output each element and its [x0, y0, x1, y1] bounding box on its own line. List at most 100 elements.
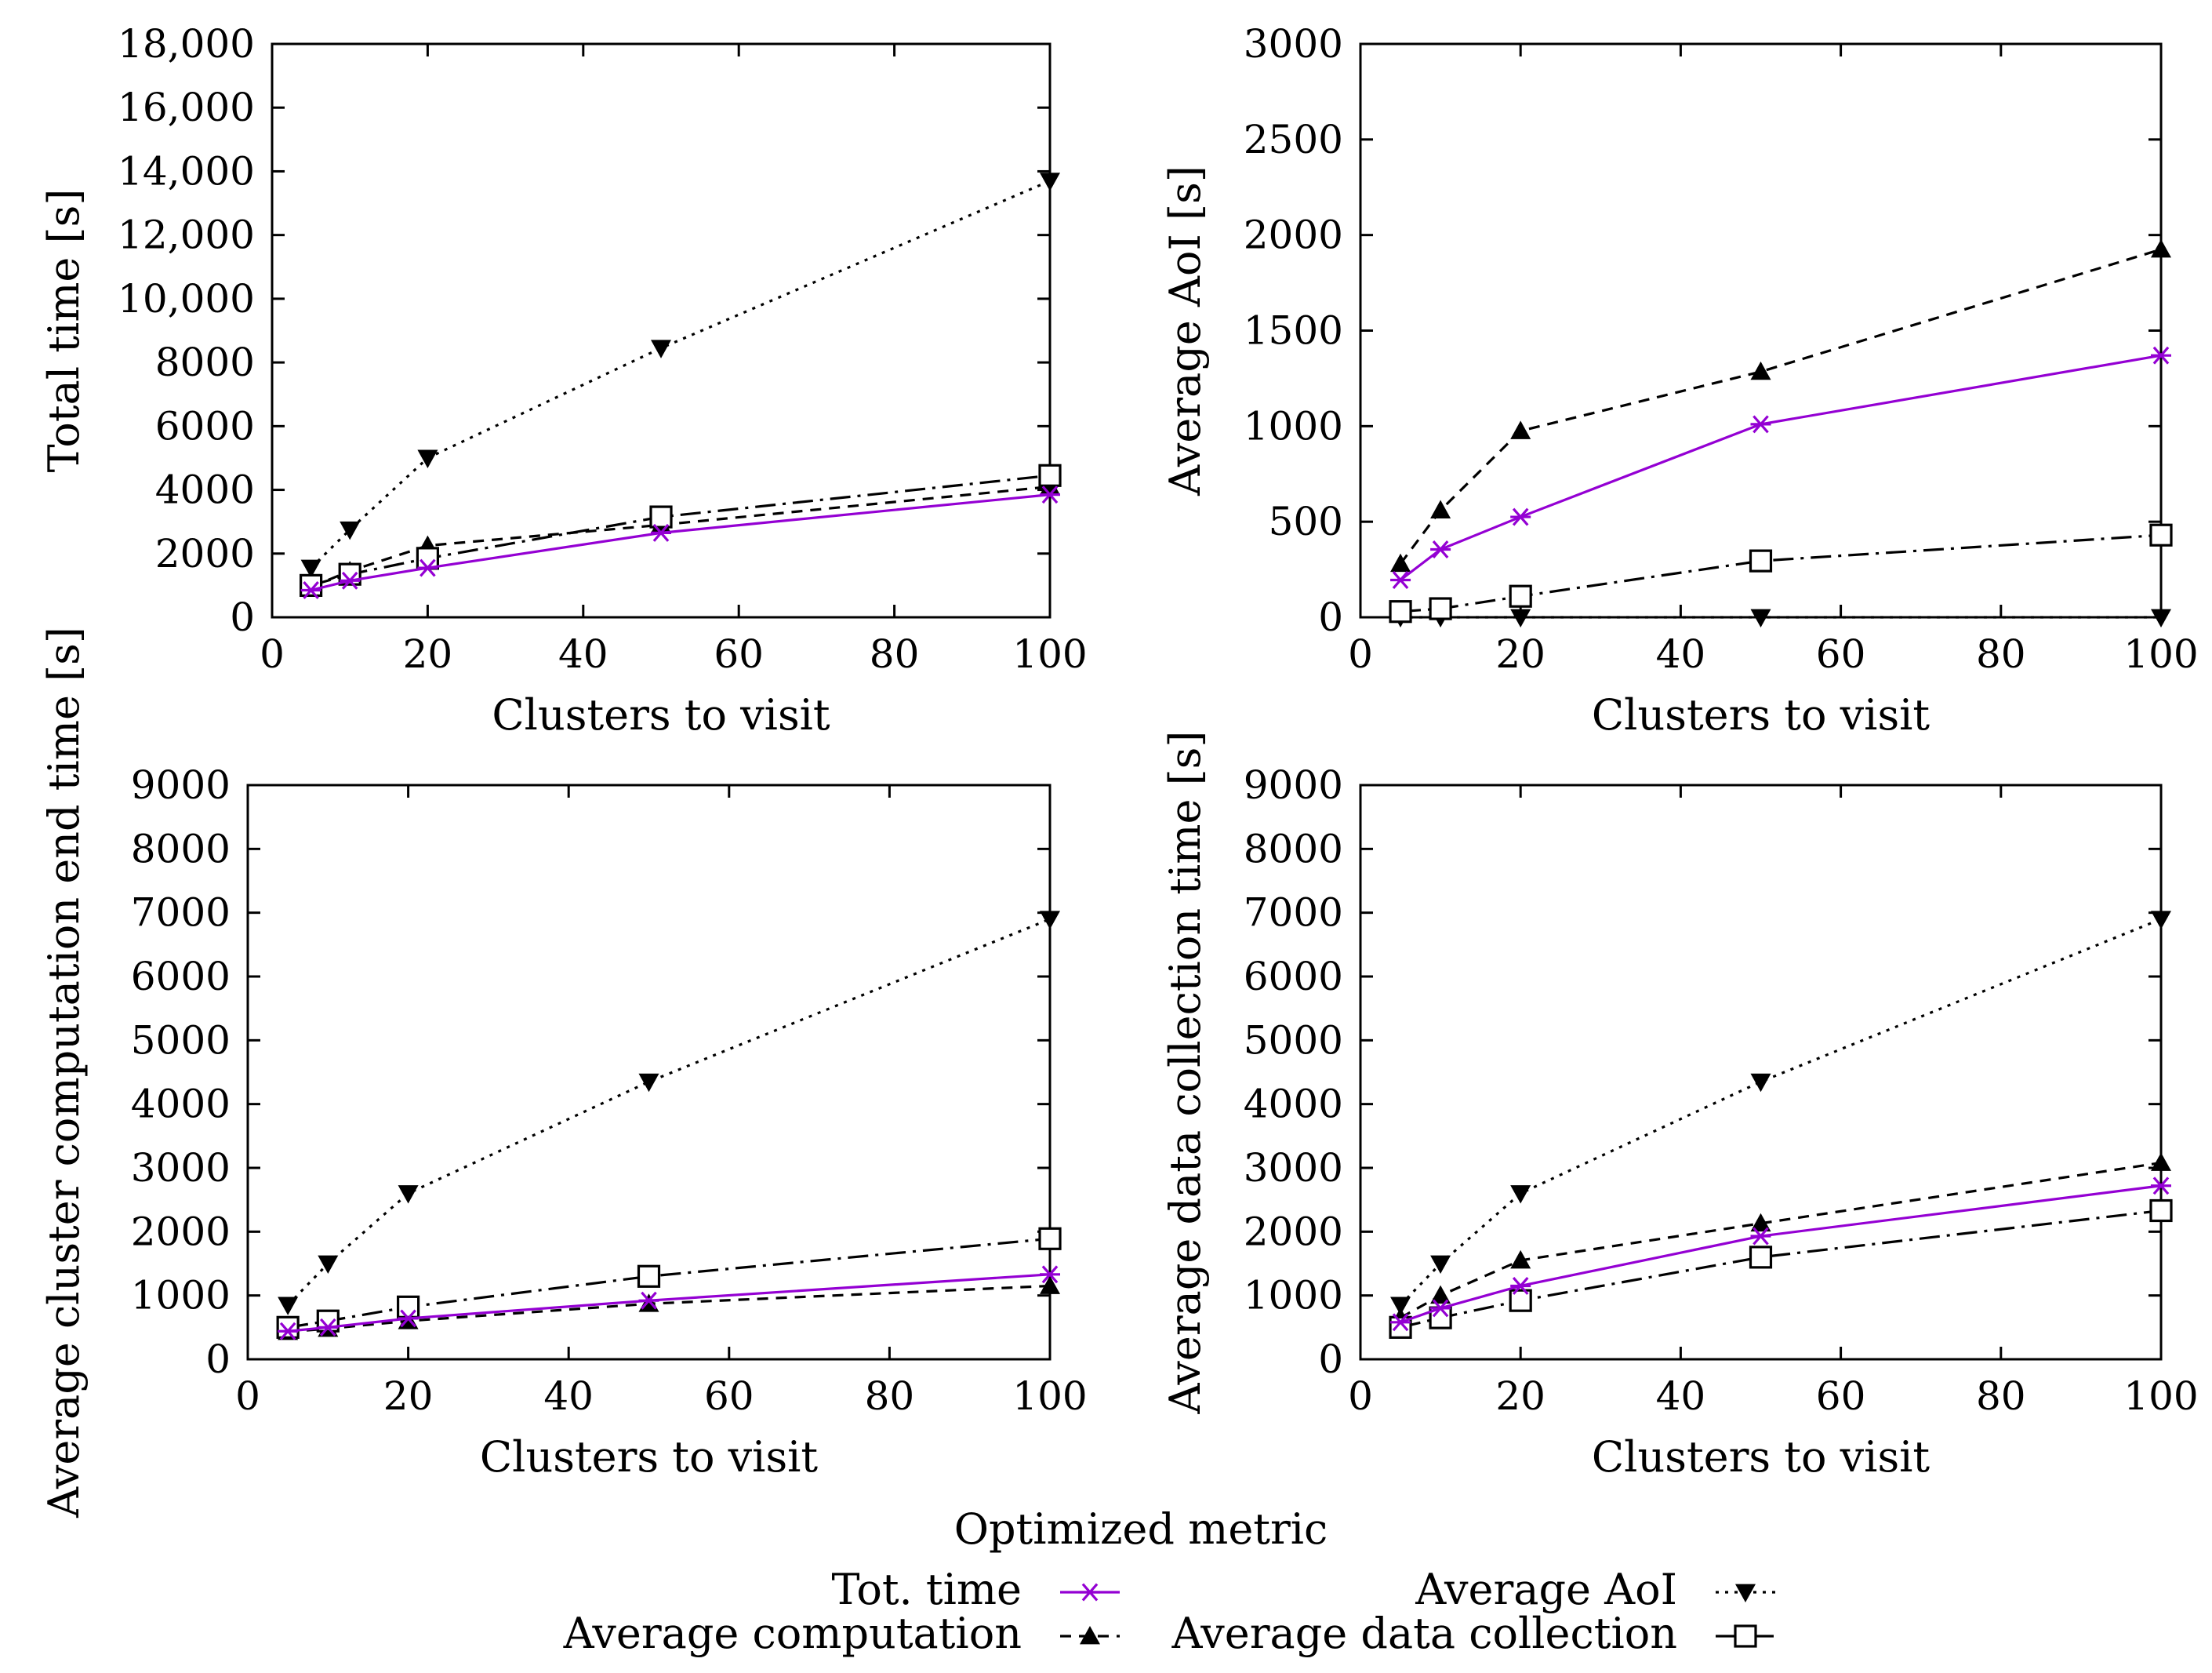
data-point-tot: [1750, 1227, 1771, 1246]
data-point-tot: [1430, 1299, 1451, 1318]
data-point-comp: [1430, 1285, 1451, 1304]
data-point-comp: [1390, 553, 1411, 573]
y-tick-label: 6000: [131, 954, 231, 999]
data-point-tot: [1390, 1313, 1411, 1332]
data-point-comp: [638, 1293, 659, 1312]
legend-marker: [1080, 1626, 1100, 1645]
data-point-tot: [1510, 507, 1531, 526]
data-point-tot: [1430, 540, 1451, 558]
x-tick-label: 80: [1976, 631, 2026, 677]
data-point-comp: [1510, 1249, 1531, 1269]
x-tick-label: 0: [235, 1373, 260, 1419]
data-point-comp: [1430, 500, 1451, 518]
data-point-dc: [1038, 464, 1062, 487]
data-point-tot: [2151, 346, 2171, 365]
x-tick-label: 20: [403, 631, 453, 677]
y-tick-label: 10,000: [118, 276, 255, 322]
series-line-tot: [1400, 354, 2162, 581]
x-tick-label: 60: [1816, 631, 1866, 677]
y-tick-label: 0: [1318, 595, 1343, 640]
y-tick-label: 2000: [155, 531, 255, 576]
y-axis-label: Average cluster computation end time [s]: [39, 627, 89, 1518]
y-tick-label: 8000: [131, 826, 231, 871]
data-point-dc: [300, 573, 323, 597]
x-tick-label: 100: [1012, 1373, 1087, 1419]
data-point-aoi: [1040, 911, 1060, 929]
data-point-aoi: [2151, 911, 2171, 929]
legend-entry-comp: Average computation: [563, 1609, 1120, 1658]
y-tick-label: 2000: [1244, 213, 1343, 258]
legend-marker: [1080, 1583, 1100, 1602]
data-point-tot: [1750, 415, 1771, 434]
data-point-aoi: [318, 1255, 339, 1274]
y-tick-label: 5000: [1244, 1017, 1343, 1063]
series-comp: [278, 1275, 1060, 1340]
y-tick-label: 3000: [131, 1145, 231, 1191]
data-point-tot: [318, 1318, 339, 1337]
chart-panel-2: 0 20 40 60 80 100050010001500200025003000Clus…: [1160, 21, 2199, 740]
series-comp: [1390, 1152, 2171, 1326]
legend-entry-tot: Tot. time: [832, 1565, 1120, 1614]
x-tick-label: 0: [1348, 631, 1373, 677]
x-tick-label: 0: [1348, 1373, 1373, 1419]
data-point-dc: [1749, 549, 1773, 573]
data-point-comp: [1510, 420, 1531, 439]
y-tick-label: 1000: [131, 1273, 231, 1318]
y-tick-label: 0: [1318, 1337, 1343, 1382]
x-axis-label: Clusters to visit: [1592, 690, 1931, 740]
y-tick-label: 18,000: [118, 21, 255, 67]
data-point-tot: [651, 523, 671, 542]
data-point-tot: [340, 571, 361, 590]
x-tick-label: 0: [260, 631, 285, 677]
data-point-aoi: [1510, 1185, 1531, 1204]
data-point-comp: [1750, 361, 1771, 380]
series-line-aoi: [310, 180, 1051, 569]
x-tick-label: 40: [1656, 631, 1706, 677]
series-line-aoi: [287, 918, 1051, 1306]
data-point-aoi: [1750, 1073, 1771, 1093]
series-comp: [1390, 238, 2171, 573]
data-point-dc: [1389, 600, 1412, 624]
series-aoi: [1390, 911, 2171, 1315]
y-tick-label: 4000: [155, 467, 255, 513]
data-point-dc: [649, 505, 673, 529]
data-point-aoi: [638, 1073, 659, 1093]
data-point-dc: [2149, 1198, 2173, 1223]
chart-panel-4: 0 20 40 60 80 1000100020003000400050006000700…: [1160, 731, 2199, 1482]
series-dc: [1389, 523, 2173, 624]
legend-label: Average computation: [563, 1609, 1022, 1658]
y-tick-label: 6000: [1244, 954, 1343, 999]
data-point-aoi: [1750, 609, 1771, 627]
y-tick-label: 7000: [1244, 890, 1343, 936]
y-tick-label: 8000: [1244, 826, 1343, 871]
x-tick-label: 20: [1495, 1373, 1545, 1419]
x-tick-label: 40: [1656, 1373, 1706, 1419]
x-tick-label: 100: [2123, 1373, 2198, 1419]
data-point-dc: [2149, 523, 2173, 547]
x-tick-label: 20: [383, 1373, 434, 1419]
x-tick-label: 40: [558, 631, 608, 677]
y-tick-label: 9000: [1244, 762, 1343, 808]
x-tick-label: 40: [543, 1373, 594, 1419]
data-point-dc: [1038, 1227, 1062, 1250]
y-tick-label: 1000: [1244, 1273, 1343, 1318]
x-tick-label: 80: [1976, 1373, 2026, 1419]
chart-panel-3: 0 20 40 60 80 1000100020003000400050006000700…: [39, 627, 1088, 1518]
x-tick-label: 60: [714, 631, 764, 677]
y-tick-label: 8000: [155, 340, 255, 385]
series-comp: [300, 476, 1060, 595]
data-point-tot: [638, 1291, 659, 1310]
x-axis-label: Clusters to visit: [492, 690, 830, 740]
data-point-comp: [2151, 1152, 2171, 1171]
data-point-aoi: [1510, 609, 1531, 627]
data-point-comp: [2151, 238, 2171, 258]
data-point-tot: [1390, 571, 1411, 589]
legend-entry-aoi: Average AoI: [1415, 1565, 1775, 1614]
x-tick-label: 80: [865, 1373, 915, 1419]
data-point-aoi: [1390, 1297, 1411, 1315]
x-tick-label: 20: [1495, 631, 1545, 677]
legend-title: Optimized metric: [954, 1504, 1328, 1554]
x-tick-label: 80: [870, 631, 920, 677]
series-aoi: [278, 911, 1060, 1315]
y-tick-label: 12,000: [118, 213, 255, 258]
